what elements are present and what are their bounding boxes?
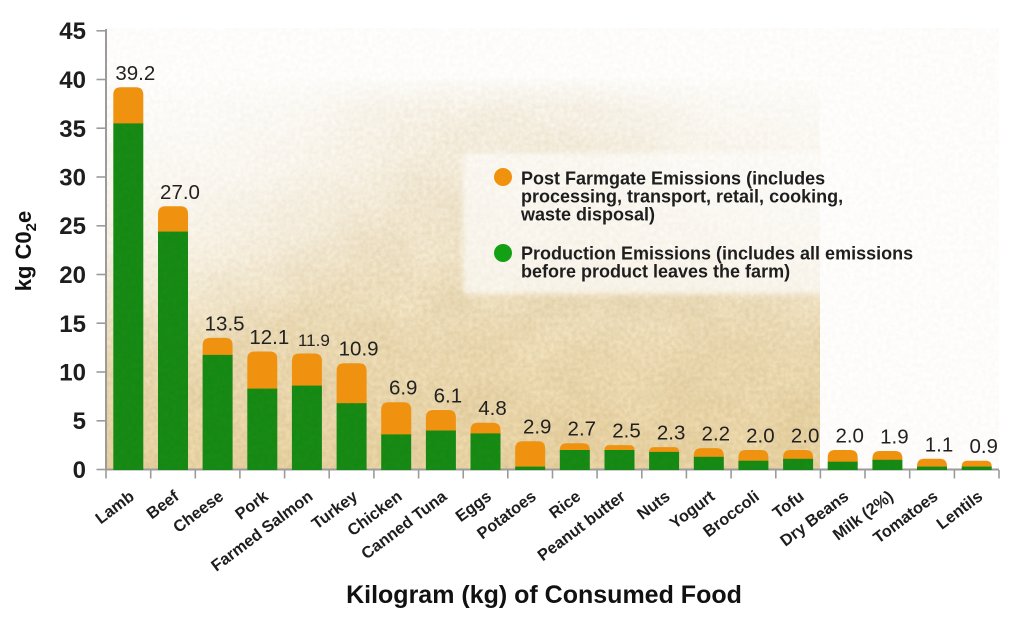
svg-text:10: 10	[59, 360, 86, 387]
svg-text:30: 30	[59, 165, 86, 192]
svg-text:waste disposal): waste disposal)	[520, 205, 655, 225]
svg-text:Lentils: Lentils	[933, 487, 986, 533]
svg-text:25: 25	[59, 213, 86, 240]
svg-text:20: 20	[59, 262, 86, 289]
svg-text:processing, transport, retail,: processing, transport, retail, cooking,	[521, 187, 843, 207]
svg-text:45: 45	[59, 18, 86, 45]
svg-text:40: 40	[59, 67, 86, 94]
svg-text:15: 15	[59, 311, 86, 338]
svg-text:35: 35	[59, 116, 86, 143]
svg-text:before product leaves the farm: before product leaves the farm)	[521, 262, 790, 282]
svg-text:Kilogram (kg) of Consumed Food: Kilogram (kg) of Consumed Food	[346, 581, 742, 609]
svg-text:Cheese: Cheese	[170, 487, 227, 536]
svg-text:Post Farmgate Emissions (inclu: Post Farmgate Emissions (includes	[521, 169, 825, 189]
svg-text:kg C02e: kg C02e	[11, 211, 40, 292]
svg-text:Lamb: Lamb	[92, 487, 138, 528]
svg-text:0: 0	[73, 457, 86, 484]
svg-text:5: 5	[73, 408, 86, 435]
svg-text:Production Emissions (includes: Production Emissions (includes all emiss…	[521, 244, 913, 264]
